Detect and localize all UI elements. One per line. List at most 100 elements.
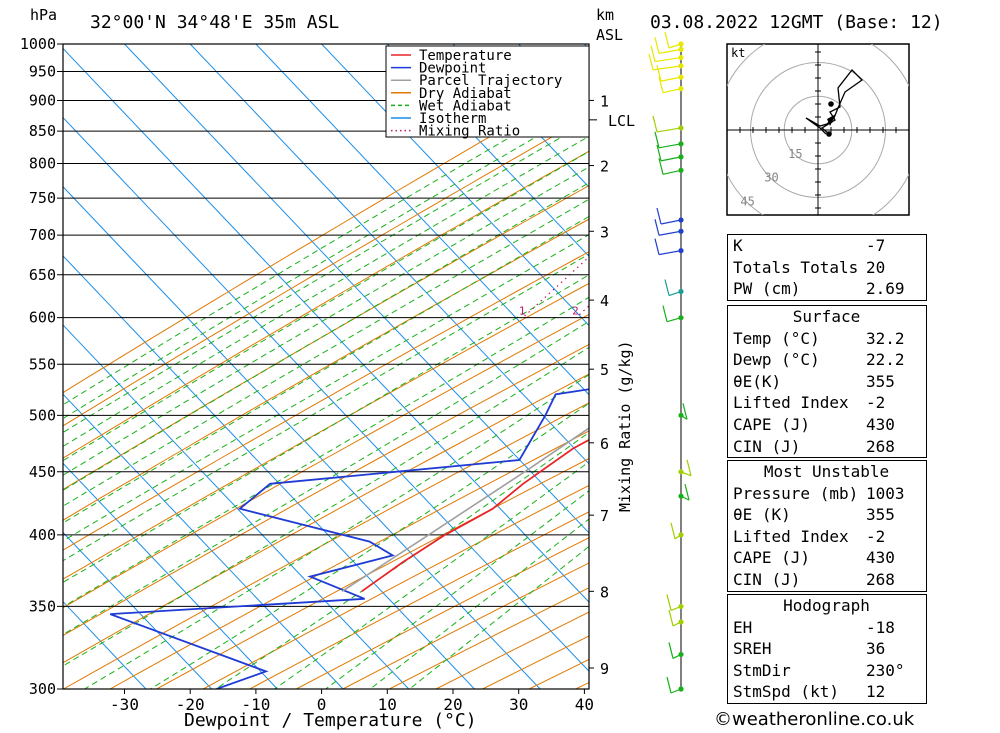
wind-barb-feather bbox=[654, 238, 660, 255]
mu-value: 1003 bbox=[866, 483, 905, 503]
indices-label: PW (cm) bbox=[733, 279, 801, 299]
km-tick-label: 9 bbox=[600, 660, 609, 678]
pressure-tick-label: 350 bbox=[29, 597, 56, 615]
wind-barb bbox=[654, 56, 682, 63]
wind-barb-feather bbox=[666, 594, 672, 611]
hodograph-ring-label: 45 bbox=[740, 195, 754, 209]
asl-label: ASL bbox=[596, 26, 623, 44]
wet-adiabat-line bbox=[63, 150, 589, 462]
hodo-label: StmSpd (kt) bbox=[733, 682, 839, 702]
isotherm-line bbox=[189, 44, 589, 465]
wind-barb-feather bbox=[656, 65, 662, 82]
pressure-tick-label: 650 bbox=[29, 266, 56, 284]
indices-table: K -7 Totals Totals 20 PW (cm) 2.69 bbox=[727, 234, 927, 301]
x-tick-label: 30 bbox=[509, 695, 528, 714]
hodograph-point bbox=[826, 131, 832, 137]
mu-value: 268 bbox=[866, 569, 895, 589]
credit-link[interactable]: ©weatheronline.co.uk bbox=[714, 709, 915, 730]
mu-row: Lifted Index -2 bbox=[728, 526, 926, 548]
pressure-tick-label: 550 bbox=[29, 355, 56, 373]
wind-barb-feather bbox=[668, 642, 674, 659]
wind-barb-feather bbox=[666, 676, 672, 694]
pressure-tick-label: 900 bbox=[29, 91, 56, 109]
wind-barb-feather bbox=[656, 144, 662, 162]
wet-adiabat-line bbox=[325, 490, 589, 689]
isotherm-line bbox=[63, 393, 344, 689]
hodo-row: SREH 36 bbox=[728, 638, 926, 660]
pressure-tick-label: 950 bbox=[29, 62, 56, 80]
wind-barb bbox=[662, 169, 682, 175]
dry-adiabat-line bbox=[202, 484, 589, 689]
wind-level-dot bbox=[678, 412, 684, 418]
wet-adiabat-line bbox=[274, 461, 589, 689]
wind-barb-feather bbox=[650, 45, 656, 62]
mixing-ratio-label: 8 bbox=[691, 305, 698, 318]
wind-level-dot bbox=[678, 651, 684, 658]
km-tick-label: 3 bbox=[600, 223, 609, 241]
wind-level-dot bbox=[678, 41, 684, 47]
wind-level-dot bbox=[678, 141, 684, 147]
wind-barb-feather bbox=[664, 279, 670, 296]
surface-row: Lifted Index -2 bbox=[728, 392, 926, 414]
wind-level-dot bbox=[678, 288, 684, 295]
wind-barb-feather bbox=[668, 609, 674, 627]
km-tick-label: 4 bbox=[600, 292, 609, 310]
pressure-tick-label: 500 bbox=[29, 406, 56, 424]
dry-adiabat-line bbox=[63, 282, 589, 580]
surface-row: θE(K) 355 bbox=[728, 371, 926, 393]
surface-label: Lifted Index bbox=[733, 393, 849, 413]
mixing-ratio-label: 4 bbox=[629, 305, 636, 318]
wind-barb-feather bbox=[648, 53, 654, 71]
isotherm-line bbox=[255, 44, 589, 396]
plot-frame bbox=[62, 43, 590, 690]
surface-label: CAPE (J) bbox=[733, 414, 811, 434]
mixing-ratio-axis-title: Mixing Ratio (g/kg) bbox=[616, 340, 634, 512]
wind-barb bbox=[658, 143, 682, 149]
mixing-ratio-label: 10 bbox=[711, 305, 724, 318]
wet-adiabat-line bbox=[63, 166, 589, 476]
mu-row: CAPE (J) 430 bbox=[728, 547, 926, 569]
dry-adiabat-line bbox=[63, 373, 589, 664]
indices-value: 20 bbox=[866, 257, 886, 277]
wind-level-dot bbox=[678, 315, 684, 321]
hodograph-point bbox=[828, 101, 834, 107]
wet-adiabat-line bbox=[84, 374, 589, 689]
location-title: 32°00'N 34°48'E 35m ASL bbox=[90, 12, 339, 33]
indices-row: K -7 bbox=[728, 235, 926, 257]
wind-barb-feather bbox=[654, 219, 660, 236]
wind-level-dot bbox=[678, 493, 684, 499]
storm-motion-arrow bbox=[827, 114, 836, 126]
dry-adiabat-line bbox=[109, 430, 589, 689]
mu-row: CIN (J) 268 bbox=[728, 569, 926, 591]
temperature-line bbox=[361, 438, 589, 593]
wind-barb bbox=[662, 88, 682, 94]
km-tick-label: 7 bbox=[600, 507, 609, 525]
wet-adiabat-line bbox=[150, 402, 589, 689]
hodo-row: StmSpd (kt) 12 bbox=[728, 681, 926, 703]
wet-adiabat-line bbox=[63, 182, 589, 491]
indices-value: 2.69 bbox=[866, 279, 905, 299]
surface-value: -2 bbox=[866, 393, 886, 413]
hodo-row: EH -18 bbox=[728, 617, 926, 639]
indices-label: K bbox=[733, 236, 743, 255]
hodograph-stats-table: Hodograph EH -18 SREH 36 StmDir 230° StmSpd (k… bbox=[727, 594, 927, 704]
wind-barb bbox=[656, 127, 682, 133]
pressure-tick-label: 850 bbox=[29, 122, 56, 140]
km-tick-label: 2 bbox=[600, 158, 609, 176]
hodograph: 15 30 45 kt bbox=[726, 43, 910, 216]
surface-label: Dewp (°C) bbox=[733, 350, 820, 370]
x-tick-label: 20 bbox=[443, 695, 462, 714]
wind-level-dot bbox=[678, 125, 684, 131]
dry-adiabat-line bbox=[63, 343, 589, 637]
pressure-tick-label: 300 bbox=[29, 680, 56, 698]
lcl-label: LCL bbox=[608, 112, 635, 130]
isotherm-line bbox=[63, 47, 589, 603]
hpa-label: hPa bbox=[30, 6, 57, 24]
dry-adiabat-line bbox=[63, 185, 589, 491]
km-tick-label: 6 bbox=[600, 435, 609, 453]
dry-adiabat-line bbox=[63, 78, 589, 394]
km-tick-label: 5 bbox=[600, 361, 609, 379]
wind-level-dot bbox=[678, 248, 684, 254]
